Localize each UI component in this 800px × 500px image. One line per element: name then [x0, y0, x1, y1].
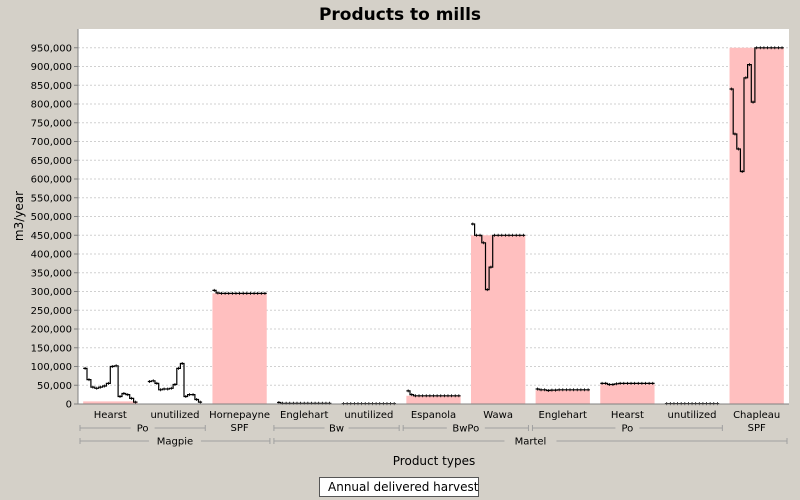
y-axis-label: m3/year — [12, 191, 26, 241]
y-tick-label: 800,000 — [31, 100, 72, 111]
y-tick-label: 250,000 — [31, 306, 72, 317]
y-tick-label: 500,000 — [31, 212, 72, 223]
harvest-line — [535, 388, 590, 392]
harvest-line — [471, 223, 526, 291]
bar — [535, 390, 590, 404]
y-tick-label: 900,000 — [31, 62, 72, 73]
y-tick-label: 450,000 — [31, 231, 72, 242]
x-axis: Hearst unutilized Hornepayne SPF Englehart un… — [78, 403, 789, 448]
category-label: unutilized — [344, 410, 393, 421]
group2-label: Martel — [515, 437, 547, 448]
category-label: Englehart — [539, 410, 588, 421]
y-tick-label: 350,000 — [31, 268, 72, 279]
y-tick-label: 0 — [66, 400, 72, 411]
category-label: Englehart — [280, 410, 329, 421]
group2-label: Magpie — [157, 437, 193, 448]
y-tick-label: 950,000 — [31, 43, 72, 54]
category-label: Wawa — [483, 410, 513, 421]
harvest-line — [277, 401, 332, 404]
category-sublabel: SPF — [748, 423, 766, 434]
y-tick-label: 100,000 — [31, 362, 72, 373]
y-tick-label: 150,000 — [31, 343, 72, 354]
y-tick-label: 850,000 — [31, 81, 72, 92]
y-tick-label: 750,000 — [31, 118, 72, 129]
y-tick-label: 400,000 — [31, 250, 72, 261]
chart-title: Products to mills — [319, 5, 481, 25]
category-label: unutilized — [668, 410, 717, 421]
y-tick-label: 300,000 — [31, 287, 72, 298]
category-label: Hornepayne — [209, 410, 270, 421]
grid — [78, 47, 789, 386]
category-label: Hearst — [94, 410, 127, 421]
y-tick-label: 700,000 — [31, 137, 72, 148]
y-tick-label: 550,000 — [31, 193, 72, 204]
category-label: Hearst — [611, 410, 644, 421]
y-tick-label: 650,000 — [31, 156, 72, 167]
group1-label: BwPo — [452, 424, 479, 435]
bar — [470, 235, 526, 404]
category-label: Espanola — [411, 410, 456, 421]
harvest-line — [729, 47, 784, 173]
group1-label: Bw — [329, 424, 344, 435]
bar — [600, 384, 655, 404]
harvest-line — [600, 382, 655, 386]
bar — [729, 47, 784, 404]
category-sublabel: SPF — [231, 423, 249, 434]
y-tick-label: 600,000 — [31, 175, 72, 186]
group1-label: Po — [137, 424, 149, 435]
bar — [83, 401, 138, 404]
category-label: Chapleau — [733, 410, 780, 421]
y-tick-label: 50,000 — [37, 381, 72, 392]
category-label: unutilized — [150, 410, 199, 421]
bar — [406, 395, 461, 404]
x-axis-label: Product types — [393, 454, 475, 468]
bar — [212, 293, 267, 404]
bars — [83, 47, 784, 404]
y-axis: 0 50,000 100,000 150,000 200,000 250,000 300,0… — [31, 29, 79, 411]
legend-label: Annual delivered harvest — [328, 480, 479, 494]
group1-label: Po — [622, 424, 634, 435]
y-tick-label: 200,000 — [31, 325, 72, 336]
legend: Annual delivered harvest — [319, 477, 479, 497]
